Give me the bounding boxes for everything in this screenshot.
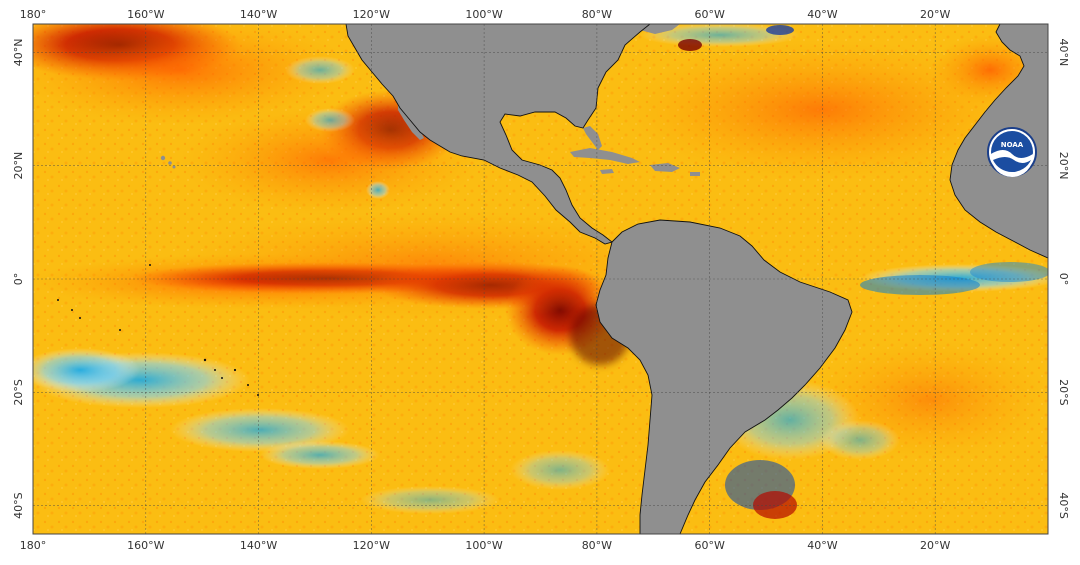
cuba-land xyxy=(570,148,640,164)
bottom-lon-tick-label: 160°W xyxy=(127,539,164,552)
top-lon-tick-label: 120°W xyxy=(353,8,390,21)
left-lat-tick-label: 40°N xyxy=(12,38,25,66)
left-lat-tick-label: 40°S xyxy=(12,492,25,518)
gridlines xyxy=(33,24,1048,534)
left-lat-tick-label: 20°N xyxy=(12,152,25,180)
ocean-layer xyxy=(33,24,1048,534)
top-lon-tick-label: 20°W xyxy=(920,8,950,21)
right-lat-tick-label: 20°N xyxy=(1057,152,1070,180)
top-lon-tick-label: 100°W xyxy=(465,8,502,21)
jamaica-land xyxy=(600,169,614,174)
bottom-lon-tick-label: 40°W xyxy=(807,539,837,552)
top-lon-tick-label: 80°W xyxy=(582,8,612,21)
top-lon-tick-label: 60°W xyxy=(694,8,724,21)
left-lat-tick-label: 20°S xyxy=(12,379,25,405)
top-lon-tick-label: 180° xyxy=(20,8,47,21)
bottom-lon-tick-label: 60°W xyxy=(694,539,724,552)
hispaniola-land xyxy=(650,163,680,172)
pacific-islands xyxy=(57,264,259,396)
florida-land xyxy=(583,126,602,150)
right-lat-tick-label: 20°S xyxy=(1057,379,1070,405)
bottom-lon-tick-label: 180° xyxy=(20,539,47,552)
noaa-logo: NOAA xyxy=(987,127,1037,177)
tick-labels: 180° 160°W 140°W 120°W 100°W 80°W 60°W 40°W 20°W… xyxy=(12,8,1070,552)
right-lat-tick-label: 0° xyxy=(1057,273,1070,286)
right-lat-tick-label: 40°S xyxy=(1057,492,1070,518)
noaa-logo-text: NOAA xyxy=(1001,141,1024,149)
bottom-lon-tick-label: 120°W xyxy=(353,539,390,552)
top-lon-tick-label: 160°W xyxy=(127,8,164,21)
bottom-lon-tick-label: 80°W xyxy=(582,539,612,552)
bottom-lon-tick-label: 20°W xyxy=(920,539,950,552)
right-lat-tick-label: 40°N xyxy=(1057,38,1070,66)
bottom-lon-tick-label: 100°W xyxy=(465,539,502,552)
plot-frame xyxy=(32,23,1049,535)
left-lat-tick-label: 0° xyxy=(12,273,25,286)
bottom-lon-tick-label: 140°W xyxy=(240,539,277,552)
top-lon-tick-label: 40°W xyxy=(807,8,837,21)
puerto-rico-land xyxy=(690,172,700,176)
top-lon-tick-label: 140°W xyxy=(240,8,277,21)
